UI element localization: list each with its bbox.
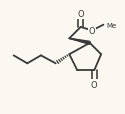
- Text: O: O: [89, 27, 95, 36]
- Polygon shape: [69, 39, 90, 45]
- Text: O: O: [77, 10, 84, 19]
- Text: O: O: [91, 81, 98, 90]
- Text: Me: Me: [107, 22, 117, 28]
